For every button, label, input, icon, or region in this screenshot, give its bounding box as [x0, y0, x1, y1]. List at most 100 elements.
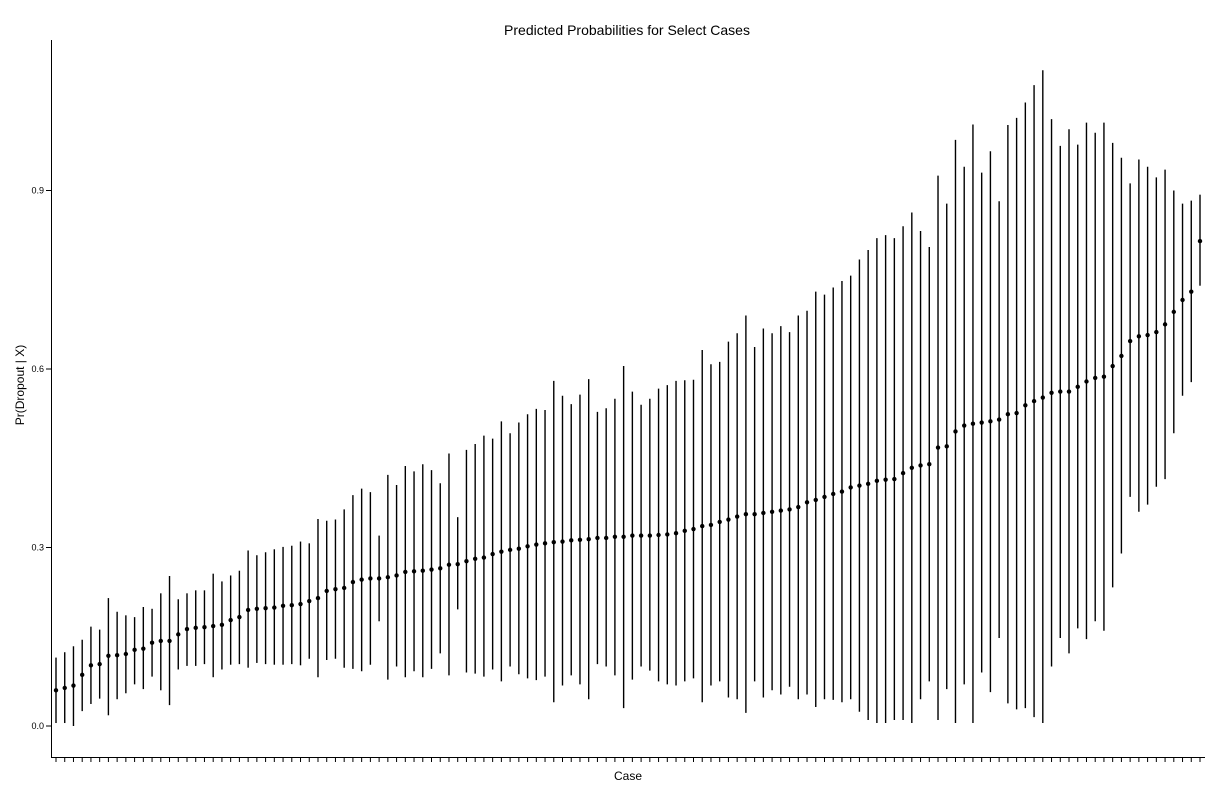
data-point: [263, 605, 268, 611]
data-point: [411, 569, 417, 574]
data-point: [315, 595, 321, 601]
data-point: [1145, 332, 1150, 338]
data-point: [1066, 389, 1072, 394]
data-point: [656, 532, 661, 538]
data-point: [184, 626, 190, 632]
data-point: [761, 510, 766, 516]
data-point: [918, 463, 923, 468]
y-tick-label: 0.9: [31, 186, 44, 196]
data-point: [333, 586, 338, 592]
error-bars: [55, 70, 1201, 726]
data-point: [123, 651, 129, 657]
data-point: [857, 483, 862, 488]
data-point: [71, 683, 76, 688]
data-point: [796, 504, 801, 510]
data-point: [341, 585, 347, 591]
data-point: [245, 607, 251, 613]
data-point: [743, 511, 749, 517]
data-point: [481, 555, 487, 560]
data-point: [298, 601, 303, 607]
data-point: [237, 614, 242, 620]
data-point: [1136, 334, 1142, 339]
data-point: [1101, 374, 1107, 379]
data-point: [464, 558, 469, 564]
data-point: [647, 533, 653, 538]
data-point: [638, 533, 644, 538]
data-point: [874, 478, 880, 484]
data-point: [289, 603, 294, 608]
data-point: [665, 532, 670, 537]
data-point: [1110, 363, 1115, 369]
data-point: [560, 539, 565, 544]
data-point: [621, 534, 626, 539]
data-point: [1084, 379, 1089, 384]
data-point: [979, 420, 984, 425]
data-point: [1040, 395, 1046, 400]
data-point: [970, 421, 976, 426]
data-point: [1119, 353, 1124, 359]
data-point: [673, 531, 679, 536]
data-point: [839, 489, 845, 494]
data-point: [831, 491, 836, 497]
x-axis-label: Case: [614, 769, 642, 783]
data-point: [79, 672, 85, 678]
data-point: [595, 535, 600, 541]
data-point: [106, 653, 111, 658]
data-point: [394, 573, 399, 578]
data-point: [577, 537, 583, 542]
data-point: [865, 481, 871, 487]
data-point: [630, 533, 635, 538]
data-point: [1197, 238, 1203, 244]
data-point: [516, 546, 522, 551]
data-point: [586, 536, 591, 542]
data-point: [490, 551, 495, 557]
data-point: [132, 647, 137, 653]
data-point: [202, 625, 207, 630]
data-point: [883, 477, 888, 482]
data-point: [88, 663, 94, 668]
data-point: [892, 476, 897, 482]
data-point: [420, 568, 425, 573]
data-point: [682, 528, 687, 534]
data-point: [900, 470, 906, 476]
data-point: [193, 625, 198, 631]
data-point: [280, 603, 286, 609]
data-point: [446, 562, 452, 567]
data-points: [53, 238, 1203, 693]
data-point: [813, 497, 818, 503]
data-point: [385, 575, 391, 580]
data-point: [1127, 338, 1133, 344]
data-point: [822, 494, 827, 500]
data-point: [438, 566, 443, 571]
data-point: [1031, 398, 1037, 404]
data-point: [97, 661, 102, 667]
data-point: [149, 640, 155, 645]
data-point: [953, 429, 958, 434]
y-tick-label: 0.0: [31, 721, 44, 731]
data-point: [551, 539, 556, 545]
data-point: [254, 606, 260, 611]
data-point: [472, 556, 478, 562]
data-point: [350, 579, 356, 585]
data-point: [324, 588, 329, 594]
data-point: [944, 444, 949, 449]
data-point: [752, 511, 757, 517]
data-point: [708, 522, 714, 528]
data-point: [778, 508, 784, 513]
data-point: [141, 646, 146, 651]
data-point: [848, 485, 853, 490]
data-point: [167, 638, 172, 644]
data-point: [988, 419, 993, 424]
data-point: [368, 576, 373, 581]
data-point: [1005, 412, 1011, 417]
data-point: [499, 549, 504, 554]
data-point: [114, 652, 120, 658]
data-point: [804, 500, 810, 505]
data-point: [534, 542, 539, 547]
data-point: [53, 688, 59, 693]
x-axis-ticks: [55, 758, 1201, 762]
data-point: [219, 622, 225, 628]
data-point: [455, 561, 460, 567]
y-axis-ticks: 0.0 0.3 0.6 0.9: [31, 186, 51, 731]
